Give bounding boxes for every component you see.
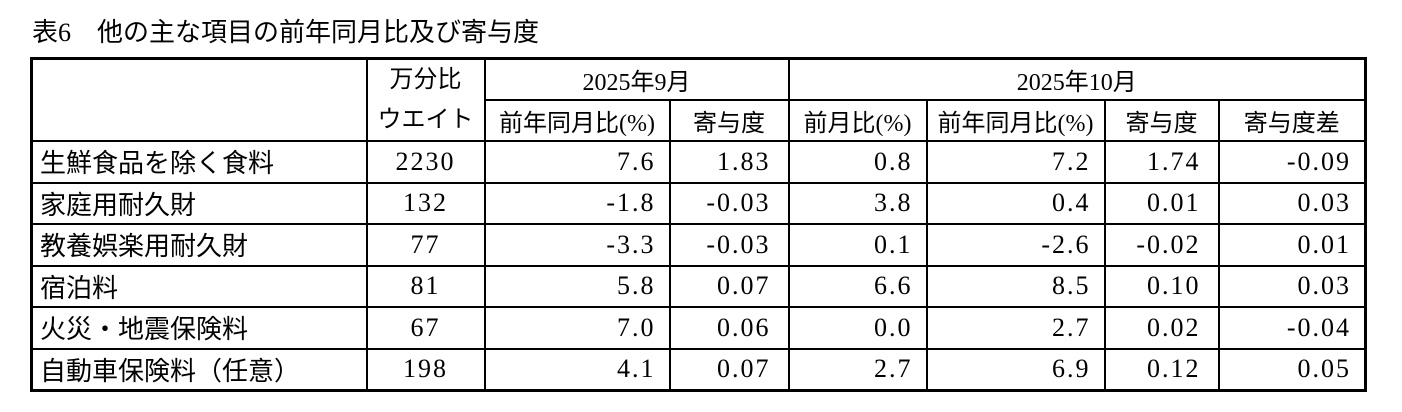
cell-oct-contrib: 0.02	[1103, 306, 1220, 350]
header-group-september: 2025年9月	[483, 57, 790, 101]
header-weight-line1: 万分比	[389, 67, 462, 93]
cell-sep-yoy: 7.0	[483, 306, 671, 350]
cell-sep-contrib: 0.06	[668, 306, 790, 350]
cell-oct-yoy: 0.4	[925, 181, 1106, 225]
header-group-october: 2025年10月	[787, 57, 1367, 101]
cell-oct-contrib: -0.02	[1103, 223, 1220, 267]
cell-oct-mom: 0.1	[787, 223, 928, 267]
table-row: 自動車保険料（任意） 198 4.1 0.07 2.7 6.9 0.12 0.0…	[30, 347, 1367, 391]
cell-sep-yoy: -1.8	[483, 181, 671, 225]
cell-item: 家庭用耐久財	[30, 181, 368, 225]
cell-contrib-diff: -0.09	[1217, 140, 1367, 184]
header-sep-contrib: 寄与度	[668, 98, 790, 143]
cell-item: 火災・地震保険料	[30, 306, 368, 350]
cell-oct-contrib: 0.12	[1103, 347, 1220, 391]
cell-oct-yoy: 2.7	[925, 306, 1106, 350]
table-row: 宿泊料 81 5.8 0.07 6.6 8.5 0.10 0.03	[30, 264, 1367, 308]
cell-oct-mom: 3.8	[787, 181, 928, 225]
cell-weight: 81	[365, 264, 486, 308]
header-oct-contrib: 寄与度	[1103, 98, 1220, 143]
cell-oct-yoy: 8.5	[925, 264, 1106, 308]
table-row: 火災・地震保険料 67 7.0 0.06 0.0 2.7 0.02 -0.04	[30, 306, 1367, 350]
header-weight: 万分比 ウエイト	[365, 57, 486, 142]
cell-sep-contrib: 0.07	[668, 264, 790, 308]
cell-weight: 77	[365, 223, 486, 267]
header-item-blank	[30, 57, 368, 142]
cell-item: 自動車保険料（任意）	[30, 347, 368, 391]
cell-oct-contrib: 0.01	[1103, 181, 1220, 225]
cell-oct-mom: 6.6	[787, 264, 928, 308]
header-sep-yoy: 前年同月比(%)	[483, 98, 671, 143]
header-row-measures: 前年同月比(%) 寄与度 前月比(%) 前年同月比(%) 寄与度 寄与度差	[32, 98, 1367, 143]
table-row: 生鮮食品を除く食料 2230 7.6 1.83 0.8 7.2 1.74 -0.…	[30, 140, 1367, 184]
cell-oct-contrib: 1.74	[1103, 140, 1220, 184]
cell-oct-yoy: -2.6	[925, 223, 1106, 267]
header-oct-mom: 前月比(%)	[787, 98, 928, 143]
table-body: 生鮮食品を除く食料 2230 7.6 1.83 0.8 7.2 1.74 -0.…	[30, 140, 1367, 391]
cell-sep-contrib: -0.03	[668, 181, 790, 225]
cell-weight: 132	[365, 181, 486, 225]
cell-oct-mom: 0.0	[787, 306, 928, 350]
table-row: 家庭用耐久財 132 -1.8 -0.03 3.8 0.4 0.01 0.03	[30, 181, 1367, 225]
cell-contrib-diff: 0.01	[1217, 223, 1367, 267]
cell-sep-contrib: -0.03	[668, 223, 790, 267]
cell-contrib-diff: -0.04	[1217, 306, 1367, 350]
header-oct-yoy: 前年同月比(%)	[925, 98, 1106, 143]
cell-sep-contrib: 0.07	[668, 347, 790, 391]
cell-weight: 67	[365, 306, 486, 350]
cell-oct-contrib: 0.10	[1103, 264, 1220, 308]
cell-contrib-diff: 0.05	[1217, 347, 1367, 391]
header-oct-contrib-diff: 寄与度差	[1217, 98, 1367, 143]
table-header: 万分比 ウエイト 2025年9月 2025年10月 前年同月比(%) 寄与度 前…	[30, 57, 1367, 143]
cell-sep-yoy: 5.8	[483, 264, 671, 308]
header-row-groups: 万分比 ウエイト 2025年9月 2025年10月	[30, 57, 1367, 142]
cell-oct-mom: 0.8	[787, 140, 928, 184]
cell-oct-mom: 2.7	[787, 347, 928, 391]
page-title: 表6 他の主な項目の前年同月比及び寄与度	[32, 18, 540, 47]
table-row: 教養娯楽用耐久財 77 -3.3 -0.03 0.1 -2.6 -0.02 0.…	[30, 223, 1367, 267]
cell-sep-yoy: 4.1	[483, 347, 671, 391]
cell-contrib-diff: 0.03	[1217, 181, 1367, 225]
cpi-items-table: 万分比 ウエイト 2025年9月 2025年10月 前年同月比(%) 寄与度 前…	[30, 57, 1367, 392]
cell-contrib-diff: 0.03	[1217, 264, 1367, 308]
cell-sep-contrib: 1.83	[668, 140, 790, 184]
cell-weight: 2230	[365, 140, 486, 184]
cell-sep-yoy: 7.6	[483, 140, 671, 184]
cell-sep-yoy: -3.3	[483, 223, 671, 267]
cell-weight: 198	[365, 347, 486, 391]
header-weight-line2: ウエイト	[377, 107, 474, 133]
cell-item: 生鮮食品を除く食料	[30, 140, 368, 184]
cell-oct-yoy: 7.2	[925, 140, 1106, 184]
cell-oct-yoy: 6.9	[925, 347, 1106, 391]
cell-item: 宿泊料	[30, 264, 368, 308]
cell-item: 教養娯楽用耐久財	[30, 223, 368, 267]
